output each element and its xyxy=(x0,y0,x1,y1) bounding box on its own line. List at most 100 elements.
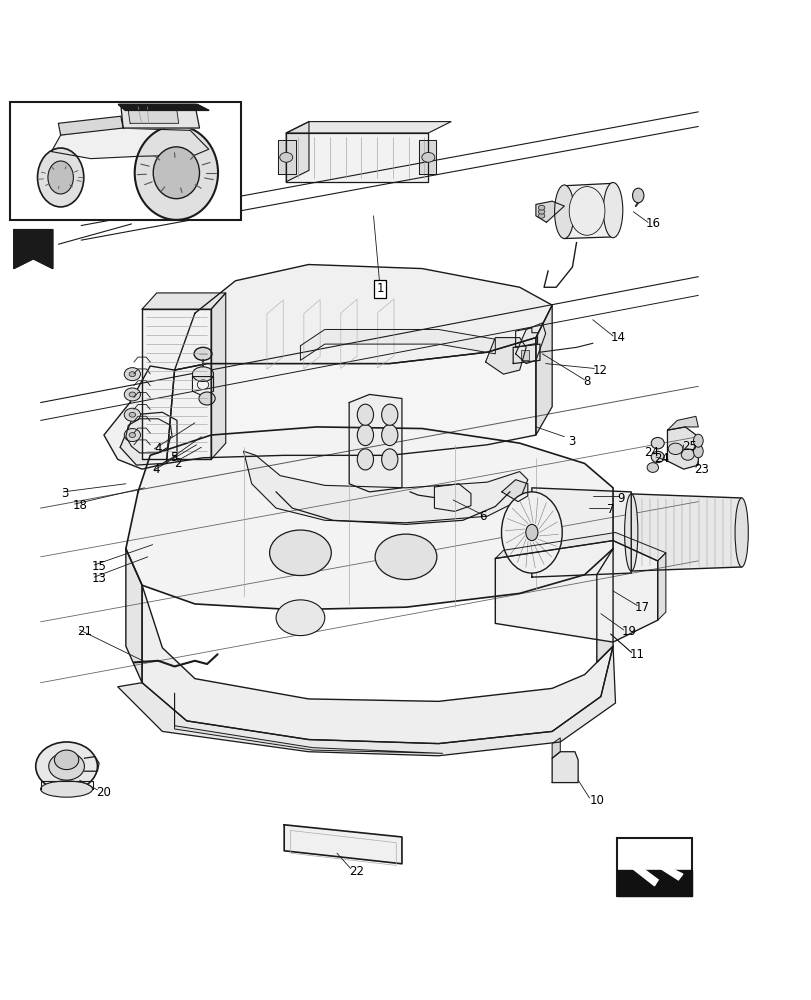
Ellipse shape xyxy=(357,449,373,470)
Text: 14: 14 xyxy=(610,331,624,344)
Polygon shape xyxy=(142,309,211,459)
Polygon shape xyxy=(286,122,450,133)
Polygon shape xyxy=(286,133,428,182)
Polygon shape xyxy=(515,328,537,347)
Text: 1: 1 xyxy=(375,282,384,295)
Polygon shape xyxy=(174,693,442,753)
Ellipse shape xyxy=(129,372,135,377)
Polygon shape xyxy=(657,553,665,620)
Text: 3: 3 xyxy=(568,435,575,448)
Bar xyxy=(521,350,529,360)
Ellipse shape xyxy=(569,187,604,235)
Text: 13: 13 xyxy=(92,572,106,585)
Text: 6: 6 xyxy=(478,510,486,523)
Polygon shape xyxy=(616,870,691,896)
Ellipse shape xyxy=(667,443,682,455)
Ellipse shape xyxy=(129,433,135,437)
Text: 3: 3 xyxy=(61,487,68,500)
Polygon shape xyxy=(630,494,740,571)
Polygon shape xyxy=(630,848,658,886)
Polygon shape xyxy=(58,116,123,135)
Polygon shape xyxy=(349,394,401,492)
Polygon shape xyxy=(14,230,53,269)
Text: 18: 18 xyxy=(73,499,88,512)
Polygon shape xyxy=(120,412,177,465)
Polygon shape xyxy=(142,585,612,744)
Ellipse shape xyxy=(538,205,544,210)
Ellipse shape xyxy=(194,347,212,360)
Ellipse shape xyxy=(375,534,436,580)
Polygon shape xyxy=(174,265,551,370)
Polygon shape xyxy=(551,738,560,758)
Text: 12: 12 xyxy=(592,364,607,377)
Polygon shape xyxy=(531,488,630,577)
Polygon shape xyxy=(513,344,539,364)
Polygon shape xyxy=(495,541,657,642)
Ellipse shape xyxy=(199,392,215,405)
Ellipse shape xyxy=(650,451,663,463)
Text: 25: 25 xyxy=(681,440,696,453)
Polygon shape xyxy=(515,323,545,364)
Polygon shape xyxy=(535,305,551,435)
Text: 15: 15 xyxy=(92,560,106,573)
Polygon shape xyxy=(126,427,612,610)
Polygon shape xyxy=(166,338,535,463)
Text: 4: 4 xyxy=(154,442,161,455)
Ellipse shape xyxy=(269,530,331,576)
Ellipse shape xyxy=(36,742,97,791)
Polygon shape xyxy=(127,107,178,123)
Text: 23: 23 xyxy=(693,463,708,476)
Ellipse shape xyxy=(538,213,544,218)
Text: 16: 16 xyxy=(645,217,659,230)
Polygon shape xyxy=(277,140,295,174)
Text: 5: 5 xyxy=(170,451,178,464)
Text: 17: 17 xyxy=(634,601,649,614)
Polygon shape xyxy=(211,293,225,459)
Ellipse shape xyxy=(357,404,373,425)
Polygon shape xyxy=(501,480,527,502)
Polygon shape xyxy=(286,122,308,182)
Text: 4: 4 xyxy=(152,463,160,476)
Ellipse shape xyxy=(276,600,324,636)
Polygon shape xyxy=(485,338,526,374)
Ellipse shape xyxy=(279,152,292,162)
Polygon shape xyxy=(118,104,208,110)
Ellipse shape xyxy=(41,781,92,797)
Text: 24: 24 xyxy=(653,452,667,465)
Text: 2: 2 xyxy=(174,457,182,470)
Polygon shape xyxy=(121,104,200,128)
Ellipse shape xyxy=(538,209,544,214)
Ellipse shape xyxy=(129,392,135,397)
Polygon shape xyxy=(658,854,682,880)
Polygon shape xyxy=(667,416,697,430)
Polygon shape xyxy=(564,183,612,239)
Ellipse shape xyxy=(734,498,748,567)
Polygon shape xyxy=(126,549,142,683)
Ellipse shape xyxy=(124,368,140,381)
Text: 22: 22 xyxy=(349,865,363,878)
Polygon shape xyxy=(51,128,208,159)
Polygon shape xyxy=(300,329,495,360)
Ellipse shape xyxy=(421,152,434,162)
Ellipse shape xyxy=(501,492,561,573)
Polygon shape xyxy=(418,140,436,174)
Ellipse shape xyxy=(124,429,140,442)
Text: 24: 24 xyxy=(643,446,658,459)
Text: 19: 19 xyxy=(620,625,635,638)
Ellipse shape xyxy=(124,388,140,401)
Ellipse shape xyxy=(153,147,200,199)
Polygon shape xyxy=(192,377,213,396)
Polygon shape xyxy=(667,427,697,469)
Text: 11: 11 xyxy=(629,648,643,661)
Ellipse shape xyxy=(192,367,213,381)
Text: 8: 8 xyxy=(582,375,590,388)
Ellipse shape xyxy=(603,183,622,238)
Ellipse shape xyxy=(381,449,397,470)
Polygon shape xyxy=(284,825,401,864)
Polygon shape xyxy=(104,366,174,469)
Text: 10: 10 xyxy=(589,794,603,807)
Ellipse shape xyxy=(693,434,702,447)
Bar xyxy=(616,838,691,896)
Ellipse shape xyxy=(693,445,702,458)
Ellipse shape xyxy=(632,188,643,203)
